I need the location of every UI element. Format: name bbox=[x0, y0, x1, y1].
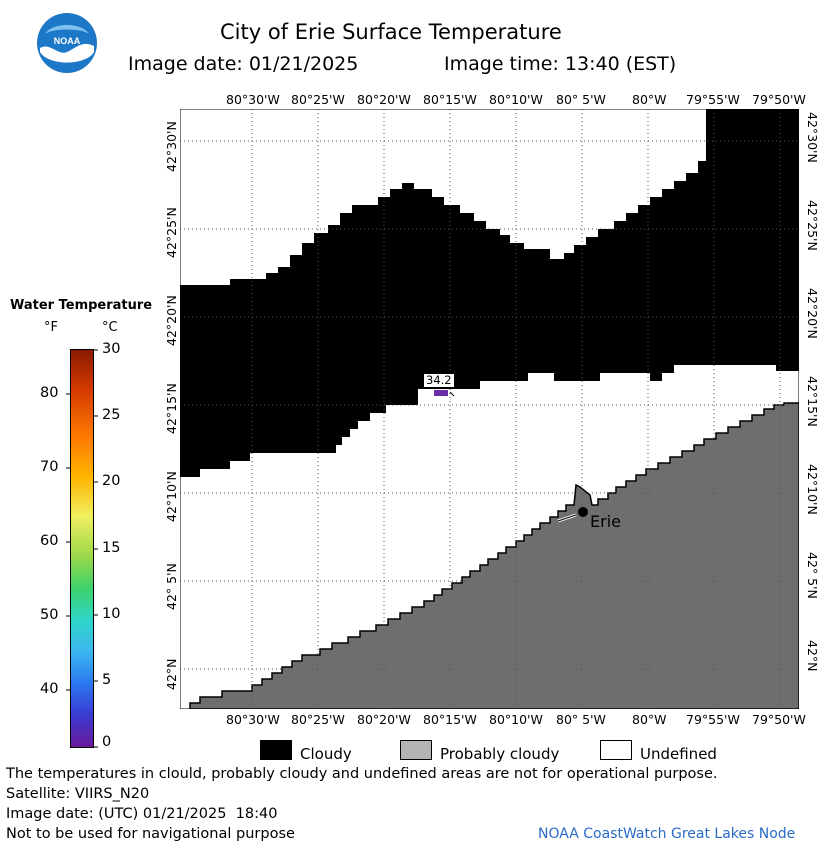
lon-label: 80° 5'W bbox=[556, 92, 606, 107]
erie-city-marker bbox=[578, 507, 588, 517]
f-tick: 80 bbox=[40, 385, 59, 401]
credit-link[interactable]: NOAA CoastWatch Great Lakes Node bbox=[538, 826, 796, 842]
lat-label: 42°15'N bbox=[805, 376, 820, 427]
lon-label: 80°20'W bbox=[357, 92, 411, 107]
svg-text:NOAA: NOAA bbox=[54, 36, 81, 46]
lon-label: 80°10'W bbox=[489, 92, 543, 107]
lat-label: 42° 5'N bbox=[805, 552, 820, 599]
lat-label: 42°20'N bbox=[164, 295, 179, 346]
lat-label: 42°15'N bbox=[164, 383, 179, 434]
colorbar-title: Water Temperature bbox=[10, 298, 153, 313]
f-tick: 70 bbox=[40, 459, 59, 475]
c-tick: 25 bbox=[102, 407, 121, 423]
c-tick: 20 bbox=[102, 473, 121, 489]
graticule bbox=[180, 109, 799, 709]
c-tick: 30 bbox=[102, 341, 121, 357]
temperature-map bbox=[180, 109, 799, 709]
lat-label: 42° 5'N bbox=[164, 563, 179, 610]
lat-label: 42°10'N bbox=[164, 471, 179, 522]
lon-label: 80°W bbox=[632, 92, 667, 107]
lat-label: 42°30'N bbox=[164, 121, 179, 172]
lon-label: 80°30'W bbox=[226, 712, 280, 727]
satellite-text: Satellite: VIIRS_N20 bbox=[6, 786, 150, 802]
lat-label: 42°25'N bbox=[164, 207, 179, 258]
lon-label: 80°10'W bbox=[489, 712, 543, 727]
utc-date-text: Image date: (UTC) 01/21/2025 18:40 bbox=[6, 806, 278, 822]
lon-label: 80°20'W bbox=[357, 712, 411, 727]
lat-label: 42°30'N bbox=[805, 112, 820, 163]
image-time: Image time: 13:40 (EST) bbox=[444, 53, 677, 75]
lat-label: 42°10'N bbox=[805, 464, 820, 515]
lon-label: 79°55'W bbox=[686, 712, 740, 727]
lon-label: 80° 5'W bbox=[556, 712, 606, 727]
lon-label: 80°25'W bbox=[291, 92, 345, 107]
lat-label: 42°N bbox=[805, 640, 820, 672]
c-tick: 15 bbox=[102, 540, 121, 556]
colorbar bbox=[70, 349, 94, 748]
legend-swatch-undefined bbox=[600, 740, 632, 760]
lon-label: 80°15'W bbox=[423, 712, 477, 727]
image-date: Image date: 01/21/2025 bbox=[128, 53, 359, 75]
lon-label: 80°W bbox=[632, 712, 667, 727]
lat-label: 42°20'N bbox=[805, 288, 820, 339]
legend-label-undefined: Undefined bbox=[640, 745, 717, 763]
lon-label: 79°55'W bbox=[686, 92, 740, 107]
land-probably-cloudy bbox=[189, 402, 799, 709]
lon-label: 80°15'W bbox=[423, 92, 477, 107]
temperature-sample-pixel bbox=[434, 390, 448, 396]
c-tick: 5 bbox=[102, 672, 112, 688]
disclaimer-text: The temperatures in clould, probably clo… bbox=[6, 766, 718, 782]
sample-value-text: 34.2 bbox=[426, 373, 452, 387]
lon-label: 80°30'W bbox=[226, 92, 280, 107]
lon-label: 79°50'W bbox=[752, 712, 806, 727]
lon-label: 80°25'W bbox=[291, 712, 345, 727]
legend-label-probably-cloudy: Probably cloudy bbox=[440, 745, 560, 763]
cloud-area bbox=[180, 109, 799, 477]
unit-c: °C bbox=[102, 320, 118, 335]
noaa-logo-icon: NOAA bbox=[36, 12, 98, 74]
legend-label-cloudy: Cloudy bbox=[300, 745, 352, 763]
c-tick: 10 bbox=[102, 606, 121, 622]
c-tick: 0 bbox=[102, 734, 112, 750]
lon-label: 79°50'W bbox=[752, 92, 806, 107]
erie-label: Erie bbox=[590, 512, 621, 531]
f-tick: 40 bbox=[40, 681, 59, 697]
unit-f: °F bbox=[44, 320, 58, 335]
colorbar-ticks bbox=[66, 349, 98, 748]
f-tick: 60 bbox=[40, 533, 59, 549]
sample-value-label: 34.2 bbox=[423, 373, 455, 388]
lat-label: 42°N bbox=[164, 658, 179, 690]
navigation-warning: Not to be used for navigational purpose bbox=[6, 826, 295, 842]
legend-swatch-cloudy bbox=[260, 740, 292, 760]
lat-label: 42°25'N bbox=[805, 200, 820, 251]
f-tick: 50 bbox=[40, 607, 59, 623]
legend-swatch-probably-cloudy bbox=[400, 740, 432, 760]
page-title: City of Erie Surface Temperature bbox=[220, 20, 562, 44]
